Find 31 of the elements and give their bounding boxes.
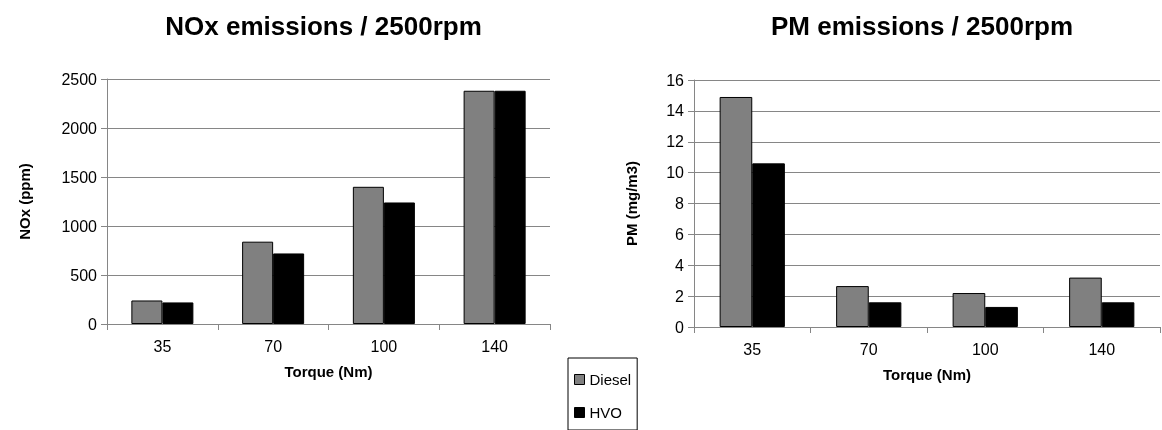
y-tick-label: 0 [675, 318, 685, 336]
y-tick-label: 6 [675, 225, 685, 243]
y-tick-label: 1000 [61, 217, 98, 235]
chart-title: NOx emissions / 2500rpm [165, 11, 482, 41]
y-tick-label: 2000 [61, 119, 98, 137]
x-axis-title: Torque (Nm) [882, 366, 972, 383]
x-tick-label: 70 [264, 337, 283, 355]
y-tick-label: 2500 [61, 70, 98, 88]
y-tick-label: 2 [675, 287, 685, 305]
y-tick-label: 4 [675, 256, 685, 274]
y-tick-label: 1500 [61, 168, 98, 186]
legend-label: Diesel [589, 371, 632, 388]
x-tick-label: 35 [153, 337, 172, 355]
x-axis-title: Torque (Nm) [284, 363, 373, 380]
y-axis-title: PM (mg/m3) [623, 160, 640, 247]
y-tick-label: 500 [70, 266, 98, 284]
y-tick-label: 8 [675, 195, 685, 212]
y-tick-label: 0 [88, 315, 98, 333]
x-tick-label: 35 [743, 340, 762, 358]
y-axis-title: NOx (ppm) [16, 163, 33, 240]
y-tick-label: 10 [666, 164, 685, 182]
chart-title: PM emissions / 2500rpm [770, 11, 1074, 41]
y-tick-label: 14 [666, 102, 685, 120]
x-tick-label: 100 [971, 340, 999, 358]
y-tick-label: 16 [666, 71, 685, 89]
legend-label: HVO [589, 404, 623, 421]
x-tick-label: 70 [859, 340, 878, 358]
x-tick-label: 140 [481, 337, 509, 355]
y-tick-label: 12 [666, 133, 685, 151]
x-tick-label: 140 [1088, 340, 1116, 358]
x-tick-label: 100 [370, 337, 398, 355]
